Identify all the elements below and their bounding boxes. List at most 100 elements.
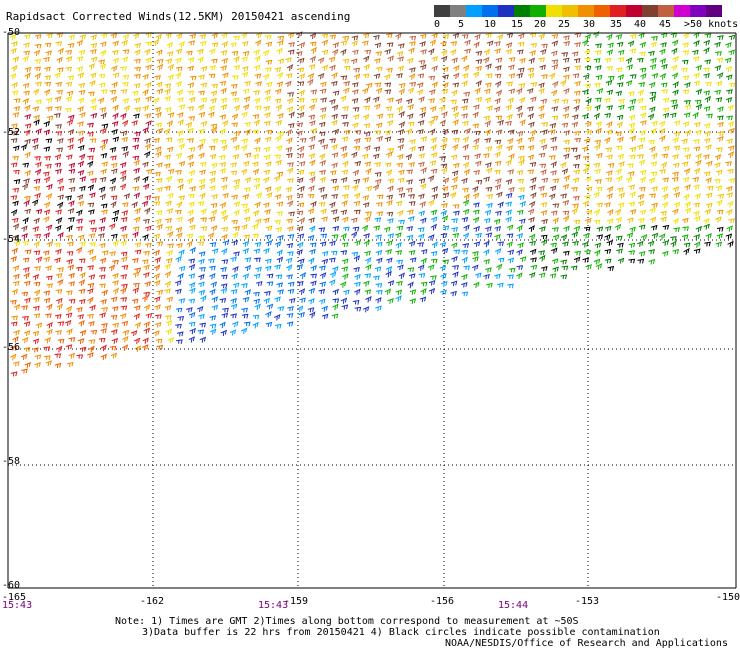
wind-barb bbox=[241, 138, 249, 144]
wind-barb bbox=[145, 81, 152, 89]
wind-barb bbox=[67, 42, 75, 48]
wind-barb bbox=[33, 114, 40, 121]
wind-barb bbox=[164, 288, 171, 294]
wind-barb bbox=[398, 110, 405, 118]
wind-barb bbox=[110, 201, 117, 208]
wind-barb bbox=[178, 298, 186, 304]
wind-barb bbox=[318, 138, 325, 145]
wind-barb bbox=[407, 267, 415, 273]
wind-barb bbox=[210, 90, 218, 97]
wind-barb bbox=[550, 161, 557, 168]
wind-barb bbox=[32, 330, 40, 337]
wind-barb bbox=[317, 72, 325, 80]
wind-barb bbox=[341, 258, 349, 265]
wind-barb bbox=[265, 59, 273, 65]
wind-barb bbox=[365, 257, 372, 264]
wind-barb bbox=[428, 199, 435, 207]
wind-barb bbox=[595, 74, 603, 80]
wind-barb bbox=[285, 129, 292, 136]
wind-barb bbox=[662, 193, 669, 200]
wind-barb bbox=[671, 176, 679, 182]
wind-barb bbox=[24, 104, 31, 112]
wind-barb bbox=[79, 34, 87, 40]
wind-barb bbox=[22, 55, 29, 63]
wind-barb bbox=[706, 160, 713, 167]
wind-barb bbox=[594, 65, 602, 71]
wind-barb bbox=[121, 39, 128, 47]
wind-barb bbox=[142, 126, 149, 134]
wind-barb bbox=[233, 104, 241, 112]
wind-barb bbox=[563, 225, 570, 232]
wind-barb bbox=[265, 258, 272, 264]
wind-barb bbox=[418, 96, 425, 103]
wind-barb bbox=[538, 88, 545, 95]
wind-barb bbox=[615, 216, 623, 223]
wind-barb bbox=[299, 138, 307, 143]
wind-barb bbox=[625, 57, 633, 64]
wind-barb bbox=[45, 106, 53, 112]
wind-barb bbox=[252, 153, 260, 160]
wind-barb bbox=[430, 209, 438, 216]
wind-barb bbox=[308, 298, 315, 305]
wind-barb bbox=[88, 219, 96, 225]
wind-barb bbox=[384, 89, 392, 95]
wind-barb bbox=[319, 272, 327, 279]
wind-barb bbox=[374, 130, 382, 136]
wind-barb bbox=[35, 161, 42, 168]
wind-barb bbox=[153, 233, 161, 240]
wind-barb bbox=[10, 345, 17, 351]
legend-swatch bbox=[546, 5, 562, 17]
wind-barb bbox=[288, 297, 296, 304]
wind-barb bbox=[494, 273, 501, 280]
wind-barb bbox=[156, 128, 164, 134]
wind-barb bbox=[451, 218, 458, 224]
wind-barb bbox=[659, 48, 666, 55]
wind-barb bbox=[198, 258, 205, 265]
wind-barb bbox=[462, 208, 470, 215]
wind-barb bbox=[198, 74, 205, 80]
wind-barb bbox=[178, 41, 185, 48]
wind-barb bbox=[408, 273, 416, 279]
wind-barb bbox=[616, 41, 624, 47]
wind-barb bbox=[530, 176, 537, 184]
wind-barb bbox=[112, 240, 119, 247]
wind-barb bbox=[55, 130, 63, 136]
wind-barb bbox=[331, 72, 338, 79]
wind-barb bbox=[604, 258, 612, 264]
wind-barb bbox=[199, 192, 206, 200]
lat-label: -54 bbox=[2, 234, 21, 245]
wind-barb bbox=[431, 186, 439, 193]
wind-barb bbox=[717, 131, 725, 137]
wind-barb bbox=[111, 233, 118, 239]
wind-barb bbox=[561, 265, 569, 271]
wind-barb bbox=[209, 177, 216, 184]
wind-barb bbox=[167, 336, 174, 344]
wind-barb bbox=[265, 161, 272, 167]
wind-barb bbox=[593, 258, 601, 265]
wind-barb bbox=[296, 263, 304, 271]
wind-barb bbox=[375, 297, 382, 304]
wind-barb bbox=[573, 130, 580, 136]
wind-barb bbox=[417, 242, 424, 247]
wind-barb bbox=[527, 136, 535, 143]
wind-barb bbox=[648, 177, 656, 184]
wind-barb bbox=[483, 240, 490, 248]
wind-barb bbox=[211, 296, 219, 303]
wind-barb bbox=[550, 89, 558, 97]
wind-barb bbox=[361, 153, 369, 160]
wind-barb bbox=[274, 219, 281, 225]
wind-barb bbox=[724, 57, 732, 64]
wind-barb bbox=[660, 82, 668, 88]
wind-barb bbox=[473, 202, 480, 208]
wind-barb bbox=[727, 104, 734, 112]
wind-barb bbox=[166, 51, 174, 57]
wind-barb bbox=[134, 267, 142, 273]
wind-barb bbox=[362, 306, 370, 313]
wind-barb bbox=[32, 273, 40, 281]
wind-barb bbox=[144, 143, 152, 151]
wind-barb bbox=[34, 362, 41, 368]
wind-barb bbox=[352, 49, 359, 55]
wind-barb bbox=[484, 120, 491, 127]
wind-barb bbox=[563, 105, 570, 112]
wind-barb bbox=[99, 216, 107, 224]
